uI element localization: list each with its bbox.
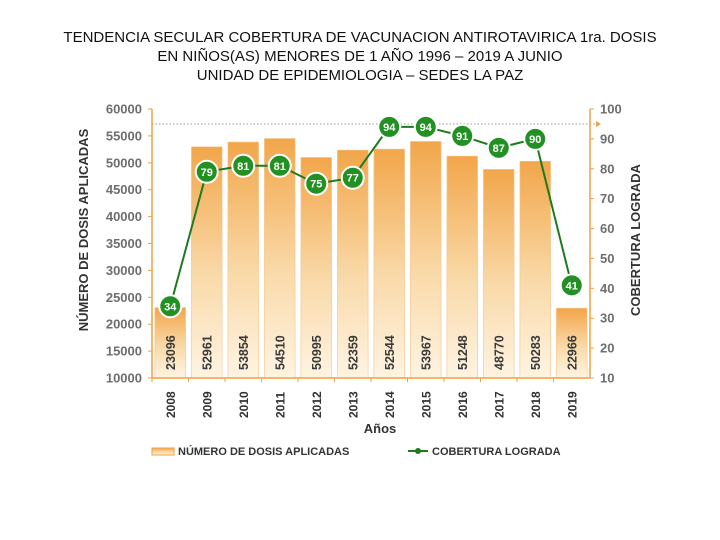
coverage-point-2009	[194, 159, 219, 184]
bar-value-label: 22966	[565, 335, 579, 370]
x-tick-label: 2010	[237, 391, 251, 418]
bar-2011	[264, 138, 296, 379]
bar-2016	[446, 155, 478, 379]
y2-tick-label: 60	[600, 221, 614, 236]
coverage-value-label: 79	[201, 167, 213, 179]
x-tick-label: 2015	[419, 391, 433, 418]
legend-bar-swatch	[151, 447, 175, 456]
y-tick-label: 40000	[106, 209, 142, 224]
coverage-value-label: 77	[347, 173, 359, 185]
y2-tick-label: 100	[600, 102, 622, 117]
y-tick-label: 50000	[106, 155, 142, 170]
bar-value-label: 23096	[164, 335, 178, 370]
y-tick-label: 55000	[106, 128, 142, 143]
x-tick-label: 2018	[529, 391, 543, 418]
y2-axis-title: COBERTURA LOGRADA	[628, 163, 643, 316]
bar-2019	[556, 307, 588, 379]
coverage-value-label: 91	[456, 131, 468, 143]
coverage-value-label: 41	[566, 280, 578, 292]
y2-tick-label: 90	[600, 131, 614, 146]
legend-bar-label: NÚMERO DE DOSIS APLICADAS	[178, 445, 349, 458]
x-tick-label: 2017	[492, 391, 506, 418]
x-tick-label: 2019	[565, 391, 579, 418]
y2-tick-label: 20	[600, 341, 614, 356]
bar-2014	[373, 148, 405, 379]
coverage-point-2011	[267, 153, 292, 178]
coverage-value-label: 90	[529, 134, 541, 146]
bar-value-label: 50283	[529, 335, 543, 370]
y-tick-label: 45000	[106, 182, 142, 197]
coverage-point-2015	[413, 114, 438, 139]
y2-tick-label: 10	[600, 371, 614, 386]
x-tick-label: 2009	[200, 391, 214, 418]
bar-value-label: 52359	[346, 335, 360, 370]
bar-2010	[227, 141, 259, 379]
coverage-value-label: 81	[237, 161, 249, 173]
coverage-point-2012	[304, 171, 329, 196]
y-axis-title: NÚMERO DE DOSIS APLICADAS	[76, 128, 91, 331]
legend-line-marker	[415, 448, 421, 454]
y2-tick-label: 50	[600, 251, 614, 266]
y-tick-label: 30000	[106, 263, 142, 278]
coverage-point-2008	[158, 294, 183, 319]
coverage-point-2014	[377, 114, 402, 139]
x-tick-label: 2016	[456, 391, 470, 418]
bar-value-label: 54510	[273, 335, 287, 370]
x-tick-label: 2014	[383, 391, 397, 418]
coverage-point-2017	[486, 135, 511, 160]
coverage-value-label: 34	[164, 301, 177, 313]
y-tick-label: 60000	[106, 102, 142, 117]
x-tick-label: 2012	[310, 391, 324, 418]
coverage-value-label: 87	[493, 143, 505, 155]
coverage-point-2013	[340, 165, 365, 190]
x-tick-label: 2013	[346, 391, 360, 418]
title-line-1: TENDENCIA SECULAR COBERTURA DE VACUNACIO…	[63, 29, 657, 46]
bar-series: 23096 52961 53854 54510 50995 52359 52544 53967…	[154, 138, 588, 379]
coverage-point-2019	[559, 273, 584, 298]
legend: NÚMERO DE DOSIS APLICADAS COBERTURA LOGR…	[151, 445, 561, 458]
bar-2013	[337, 149, 369, 379]
y2-tick-label: 80	[600, 161, 614, 176]
coverage-point-2018	[523, 126, 548, 151]
bar-2008	[154, 307, 186, 379]
y-tick-label: 25000	[106, 290, 142, 305]
bar-value-label: 52961	[200, 335, 214, 370]
x-axis-title: Años	[364, 421, 397, 436]
bar-value-label: 51248	[456, 335, 470, 370]
bar-value-label: 53854	[237, 335, 251, 370]
y2-tick-label: 70	[600, 191, 614, 206]
y2-tick-label: 30	[600, 311, 614, 326]
title-line-3: UNIDAD DE EPIDEMIOLOGIA – SEDES LA PAZ	[196, 67, 524, 84]
coverage-point-2016	[450, 123, 475, 148]
x-tick-label: 2008	[164, 391, 178, 418]
y-tick-label: 15000	[106, 344, 142, 359]
axes: 10000 15000 20000 25000 30000 35000 40000 45000…	[106, 102, 622, 419]
bar-value-label: 52544	[383, 335, 397, 370]
line-series: 34 79 81 81 75 77 94 94 91 87 90 41	[158, 114, 584, 319]
y2-tick-label: 40	[600, 281, 614, 296]
reference-arrow	[596, 120, 601, 127]
y-tick-label: 10000	[106, 371, 142, 386]
chart-title: TENDENCIA SECULAR COBERTURA DE VACUNACIO…	[0, 28, 720, 85]
bar-value-label: 53967	[419, 335, 433, 370]
bar-2017	[483, 169, 515, 379]
coverage-point-2010	[231, 153, 256, 178]
coverage-value-label: 75	[310, 179, 322, 191]
y-tick-label: 35000	[106, 236, 142, 251]
bar-2015	[410, 141, 442, 379]
coverage-value-label: 94	[383, 122, 396, 134]
bar-value-label: 48770	[492, 335, 506, 370]
legend-line-label: COBERTURA LOGRADA	[432, 446, 561, 458]
bar-2018	[519, 160, 551, 379]
coverage-value-label: 81	[274, 161, 286, 173]
bar-value-label: 50995	[310, 335, 324, 370]
x-tick-label: 2011	[273, 392, 287, 418]
y-tick-label: 20000	[106, 317, 142, 332]
axis-labels: NÚMERO DE DOSIS APLICADAS COBERTURA LOGR…	[76, 128, 643, 436]
coverage-value-label: 94	[420, 122, 433, 134]
title-line-2: EN NIÑOS(AS) MENORES DE 1 AÑO 1996 – 201…	[157, 48, 563, 65]
